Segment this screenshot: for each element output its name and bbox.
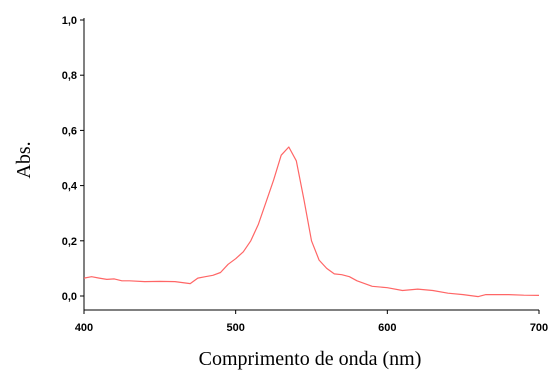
absorbance-series-line <box>83 146 540 298</box>
y-tick-label: 0,6 <box>62 125 77 137</box>
x-ticks: 400 500 600 700 <box>75 310 548 334</box>
axes <box>83 18 539 311</box>
y-tick-label: 0,0 <box>62 291 77 303</box>
x-axis-label: Comprimento de onda (nm) <box>199 348 422 370</box>
x-tick-label: 600 <box>378 322 396 334</box>
x-tick-label: 400 <box>75 322 93 334</box>
y-ticks: 0,0 0,2 0,4 0,6 0,8 1,0 <box>62 15 84 303</box>
y-tick-label: 0,4 <box>62 181 78 193</box>
x-tick-label: 700 <box>530 322 548 334</box>
plot-area <box>83 146 540 298</box>
x-tick-label: 500 <box>226 322 244 334</box>
y-tick-label: 1,0 <box>62 15 77 27</box>
y-tick-label: 0,2 <box>62 236 77 248</box>
y-tick-label: 0,8 <box>62 70 77 82</box>
y-axis-label: Abs. <box>13 141 35 178</box>
